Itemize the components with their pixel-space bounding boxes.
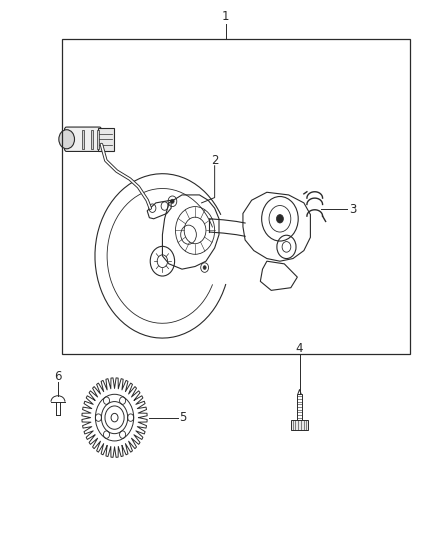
Circle shape [276,215,283,223]
Bar [62,38,410,354]
Circle shape [59,130,74,149]
Circle shape [171,199,174,204]
Bar [91,130,93,149]
Bar [97,130,99,149]
Bar [297,394,302,420]
Text: 2: 2 [211,154,219,167]
Bar [99,127,114,151]
Bar [82,130,84,149]
Circle shape [203,265,206,270]
Text: 1: 1 [222,10,229,23]
Text: 5: 5 [180,411,187,424]
Text: 3: 3 [350,203,357,216]
Bar [291,420,308,430]
FancyBboxPatch shape [64,127,102,151]
Text: 4: 4 [296,342,303,355]
Text: 6: 6 [54,370,62,383]
